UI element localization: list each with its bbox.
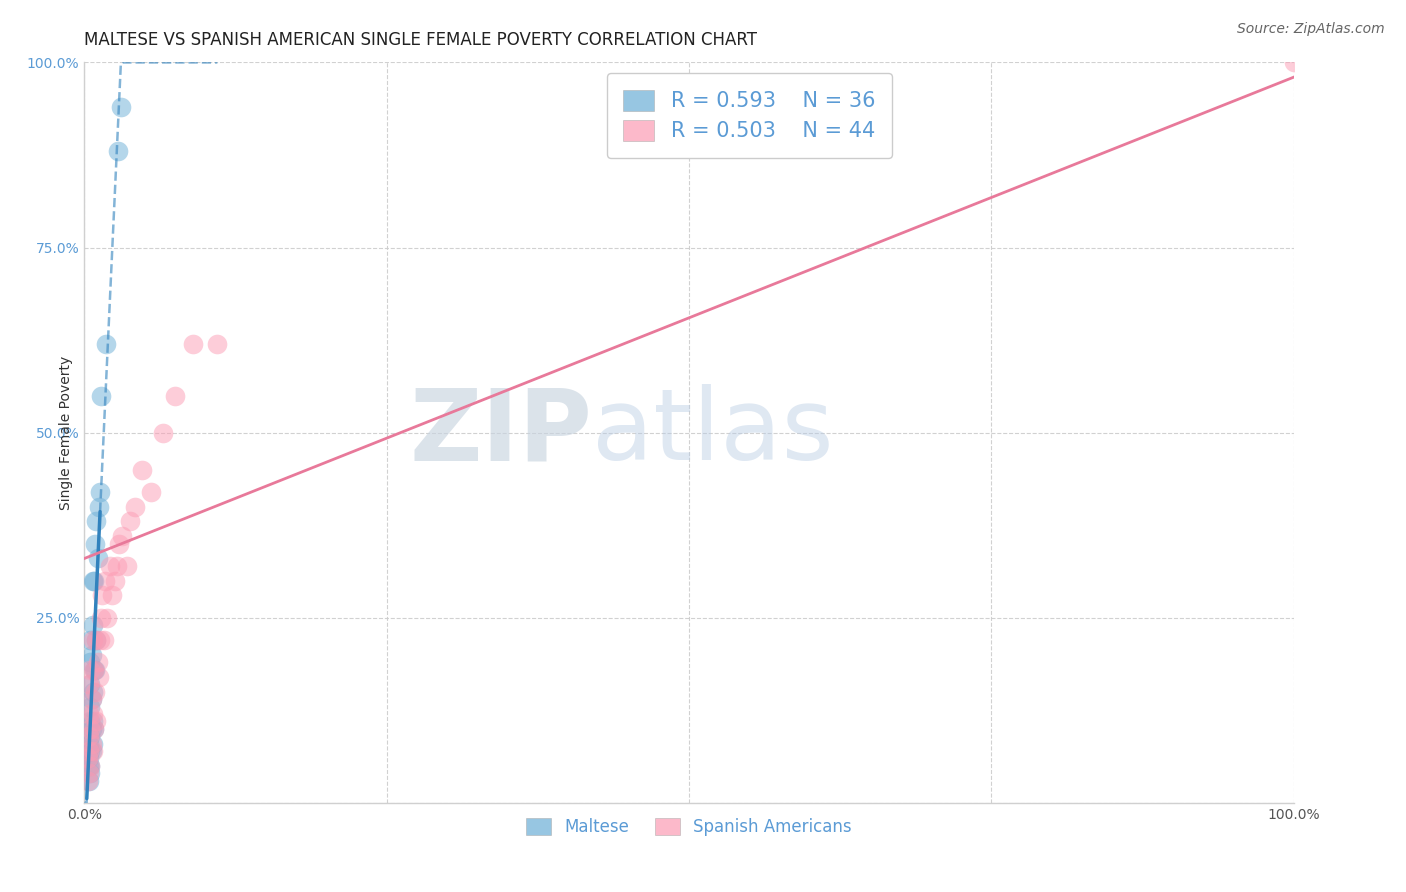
Point [207, 336, 229, 351]
Point [79, 655, 101, 669]
Point [98, 558, 121, 573]
Point [79, 714, 101, 729]
Point [104, 574, 127, 588]
Point [105, 558, 128, 573]
Point [82, 574, 104, 588]
Point [84, 685, 107, 699]
Point [79, 758, 101, 772]
Text: atlas: atlas [592, 384, 834, 481]
Point [77, 773, 100, 788]
Point [165, 388, 187, 402]
Legend: Maltese, Spanish Americans: Maltese, Spanish Americans [520, 811, 858, 843]
Point [82, 737, 104, 751]
Point [80, 648, 103, 662]
Point [86, 632, 108, 647]
Point [77, 751, 100, 765]
Point [77, 773, 100, 788]
Point [77, 744, 100, 758]
Point [86, 714, 108, 729]
Point [79, 744, 101, 758]
Point [124, 500, 146, 514]
Point [77, 706, 100, 721]
Point [96, 610, 118, 624]
Point [84, 663, 107, 677]
Point [82, 706, 104, 721]
Point [89, 632, 111, 647]
Point [83, 663, 105, 677]
Point [77, 758, 100, 772]
Point [131, 462, 153, 476]
Point [79, 766, 101, 780]
Point [181, 336, 204, 351]
Point [87, 670, 110, 684]
Point [94, 336, 117, 351]
Point [86, 632, 108, 647]
Point [87, 500, 110, 514]
Point [77, 737, 100, 751]
Point [80, 737, 103, 751]
Point [90, 610, 112, 624]
Point [108, 536, 131, 550]
Text: MALTESE VS SPANISH AMERICAN SINGLE FEMALE POVERTY CORRELATION CHART: MALTESE VS SPANISH AMERICAN SINGLE FEMAL… [84, 31, 758, 49]
Point [79, 663, 101, 677]
Point [91, 589, 114, 603]
Point [89, 484, 111, 499]
Point [83, 722, 105, 736]
Point [107, 145, 129, 159]
Point [80, 744, 103, 758]
Point [79, 632, 101, 647]
Point [110, 100, 132, 114]
Point [82, 714, 104, 729]
Text: ZIP: ZIP [409, 384, 592, 481]
Point [152, 425, 174, 440]
Point [77, 751, 100, 765]
Point [79, 758, 101, 772]
Point [86, 551, 108, 566]
Point [94, 574, 117, 588]
Point [84, 536, 107, 550]
Point [83, 574, 105, 588]
Point [82, 685, 104, 699]
Point [80, 722, 103, 736]
Point [120, 515, 142, 529]
Point [101, 589, 124, 603]
Point [86, 515, 108, 529]
Point [1282, 55, 1305, 70]
Point [111, 529, 134, 543]
Point [79, 677, 101, 691]
Point [82, 618, 104, 632]
Point [77, 729, 100, 743]
Point [93, 632, 115, 647]
Y-axis label: Single Female Poverty: Single Female Poverty [59, 356, 73, 509]
Point [82, 632, 104, 647]
Text: Source: ZipAtlas.com: Source: ZipAtlas.com [1237, 22, 1385, 37]
Point [80, 692, 103, 706]
Point [82, 744, 104, 758]
Point [83, 663, 105, 677]
Point [77, 677, 100, 691]
Point [77, 766, 100, 780]
Point [79, 729, 101, 743]
Point [79, 722, 101, 736]
Point [83, 722, 105, 736]
Point [86, 655, 108, 669]
Point [115, 558, 138, 573]
Point [90, 388, 112, 402]
Point [80, 692, 103, 706]
Point [139, 484, 162, 499]
Point [79, 699, 101, 714]
